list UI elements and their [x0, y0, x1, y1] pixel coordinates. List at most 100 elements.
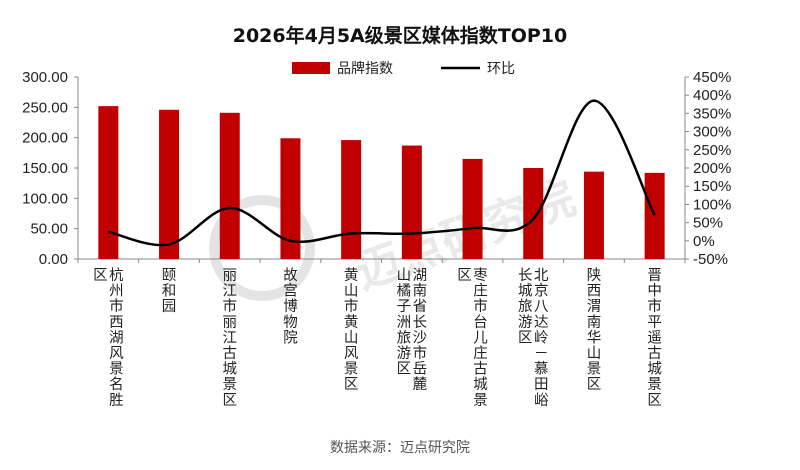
right-tick-label: 50%	[693, 215, 723, 232]
category-char: 江	[223, 329, 238, 346]
category-char: 古	[223, 345, 238, 362]
category-char: 山	[587, 345, 602, 362]
category-label: 颐和园	[162, 268, 177, 315]
category-char: 区	[457, 268, 472, 284]
category-char: 市	[109, 298, 124, 315]
category-char: 和	[162, 283, 177, 300]
category-char: 长	[413, 314, 428, 331]
bar	[98, 106, 119, 260]
category-char: 游	[518, 314, 533, 331]
category-char: 八	[534, 299, 549, 315]
category-char: 麓	[413, 376, 428, 393]
bar	[280, 138, 301, 259]
legend-label-line: 环比	[487, 61, 515, 77]
category-char: 南	[413, 283, 428, 300]
category-char: －	[534, 346, 549, 362]
category-char: 区	[518, 330, 533, 346]
category-char: 城	[223, 361, 238, 378]
category-char: 旅	[397, 329, 412, 346]
category-char: 丽	[223, 268, 238, 284]
category-char: 景	[344, 362, 359, 378]
legend: 品牌指数 环比	[292, 60, 515, 77]
category-char: 橘	[397, 283, 412, 300]
category-char: 市	[473, 298, 488, 315]
right-tick-label: 300%	[693, 124, 731, 141]
category-char: 山	[344, 283, 359, 300]
left-tick-label: 0.00	[39, 251, 68, 268]
left-tick-label: 50.00	[30, 221, 68, 238]
category-char: 省	[413, 298, 428, 315]
category-char: 区	[223, 393, 238, 409]
category-char: 晋	[647, 268, 662, 284]
category-char: 子	[397, 298, 412, 315]
category-char: 峪	[534, 392, 549, 409]
watermark-logo	[209, 195, 315, 301]
category-char: 黄	[344, 267, 359, 284]
category-char: 古	[647, 345, 662, 362]
category-char: 名	[109, 376, 124, 393]
category-char: 城	[518, 283, 533, 300]
category-char: 达	[534, 314, 549, 331]
right-tick-label: 350%	[693, 105, 731, 122]
category-char: 平	[647, 315, 662, 331]
right-tick-label: 0%	[693, 233, 715, 250]
bar	[523, 168, 544, 259]
category-char: 陕	[587, 267, 602, 284]
legend-swatch-bar	[292, 62, 330, 74]
line-series	[108, 99, 656, 247]
left-tick-label: 150.00	[22, 160, 68, 177]
category-char: 区	[647, 393, 662, 409]
right-tick-label: -50%	[693, 251, 728, 268]
category-char: 州	[109, 284, 124, 300]
category-char: 城	[647, 361, 662, 378]
category-char: 山	[344, 329, 359, 346]
category-char: 华	[587, 329, 602, 346]
legend-label-bar: 品牌指数	[337, 60, 393, 77]
category-char: 洲	[397, 315, 412, 331]
category-char: 古	[473, 361, 488, 378]
category-char: 慕	[534, 361, 549, 378]
category-char: 杭	[109, 267, 124, 284]
category-char: 市	[647, 298, 662, 315]
category-char: 市	[223, 298, 238, 315]
category-char: 景	[647, 377, 662, 393]
category-char: 山	[397, 267, 412, 284]
category-char: 城	[473, 376, 488, 393]
chart-title: 2026年4月5A级景区媒体指数TOP10	[233, 24, 568, 47]
bar-series	[98, 106, 665, 260]
category-char: 院	[283, 329, 298, 346]
category-char: 市	[344, 298, 359, 315]
category-char: 岭	[534, 329, 549, 346]
bar	[583, 171, 604, 259]
category-char: 京	[534, 283, 549, 300]
category-char: 颐	[162, 268, 177, 284]
bar	[401, 145, 422, 259]
axes: 0.00 50.00 100.00 150.00 200.00 250.00 300.00 -…	[22, 69, 731, 268]
category-char: 区	[93, 268, 108, 284]
category-char: 北	[534, 267, 549, 284]
category-char: 园	[162, 299, 177, 315]
category-char: 市	[413, 345, 428, 362]
right-tick-label: 250%	[693, 142, 731, 159]
category-char: 景	[109, 362, 124, 378]
source-note: 数据来源：迈点研究院	[330, 440, 470, 456]
bar	[341, 140, 362, 259]
category-char: 黄	[344, 314, 359, 331]
category-char: 游	[397, 345, 412, 362]
category-char: 台	[473, 314, 488, 331]
right-tick-label: 400%	[693, 87, 731, 104]
category-char: 岳	[413, 361, 428, 378]
category-char: 胜	[109, 392, 124, 409]
category-char: 南	[587, 314, 602, 331]
category-char: 宫	[283, 283, 298, 300]
bar	[159, 109, 180, 259]
